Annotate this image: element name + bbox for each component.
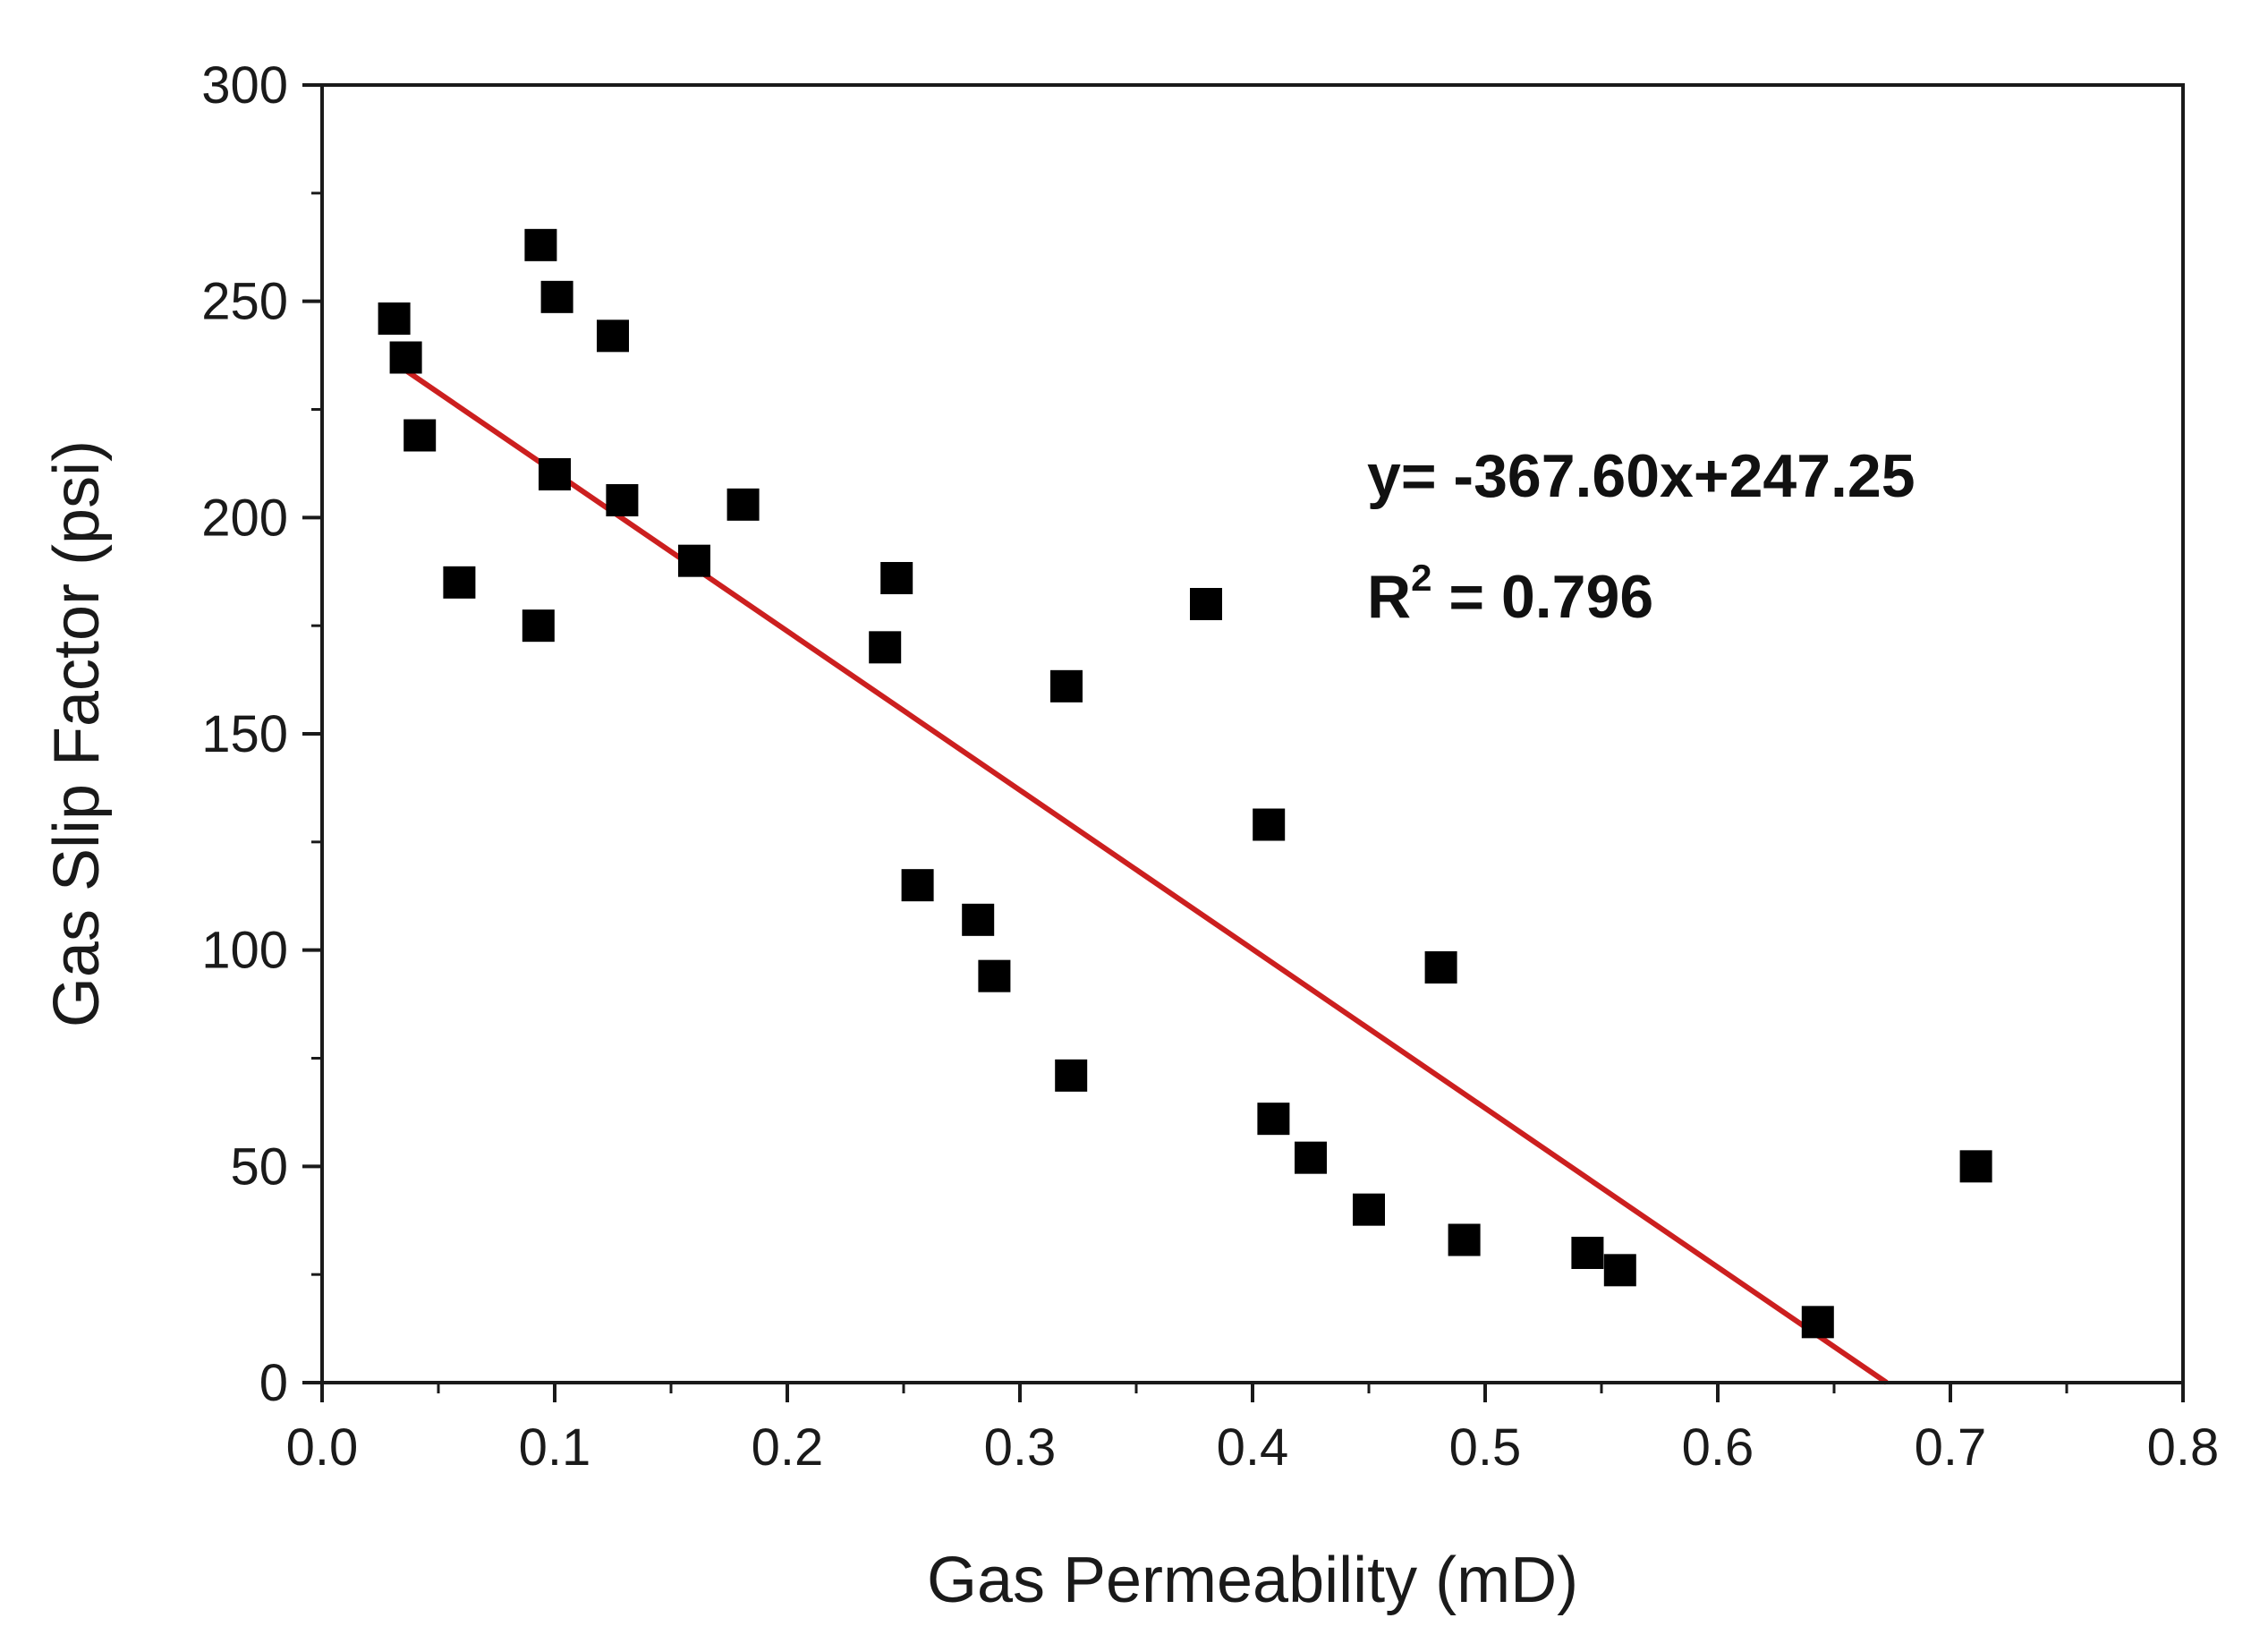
data-point-4 xyxy=(524,228,557,261)
r-squared: R2 = 0.796 xyxy=(1367,557,1653,631)
data-point-9 xyxy=(606,484,639,516)
y-tick-label-4: 200 xyxy=(201,489,288,547)
data-point-14 xyxy=(901,869,934,902)
data-point-17 xyxy=(1050,669,1083,703)
data-point-3 xyxy=(443,566,476,599)
y-tick-label-1: 50 xyxy=(230,1137,288,1196)
x-tick-label-0: 0.0 xyxy=(286,1418,359,1477)
x-tick-label-1: 0.1 xyxy=(519,1418,591,1477)
data-point-16 xyxy=(978,959,1011,992)
fit-equation: y= -367.60x+247.25 xyxy=(1367,442,1915,510)
data-point-2 xyxy=(403,419,437,452)
fit-layer xyxy=(402,366,1889,1385)
data-point-23 xyxy=(1353,1193,1385,1226)
data-point-15 xyxy=(962,903,995,936)
x-tick-label-4: 0.4 xyxy=(1217,1418,1289,1477)
fit-line xyxy=(402,366,1889,1385)
data-point-29 xyxy=(1959,1150,1992,1183)
data-point-20 xyxy=(1253,808,1286,841)
data-point-25 xyxy=(1448,1223,1481,1256)
data-point-18 xyxy=(1055,1059,1088,1092)
plot-frame xyxy=(320,83,2185,1384)
points-layer xyxy=(378,228,1992,1339)
data-point-27 xyxy=(1603,1254,1636,1287)
y-axis-title: Gas Slip Factor (psi) xyxy=(41,440,113,1027)
x-tick-label-5: 0.5 xyxy=(1449,1418,1522,1477)
data-point-1 xyxy=(389,341,422,374)
x-axis-title: Gas Permeability (mD) xyxy=(927,1545,1578,1616)
r-squared-exponent: 2 xyxy=(1411,557,1431,599)
data-point-26 xyxy=(1571,1237,1604,1269)
data-point-12 xyxy=(869,631,902,664)
x-tick-label-8: 0.8 xyxy=(2147,1418,2220,1477)
data-point-11 xyxy=(726,488,760,521)
x-tick-label-6: 0.6 xyxy=(1682,1418,1754,1477)
x-tick-label-7: 0.7 xyxy=(1915,1418,1987,1477)
ticks-layer xyxy=(302,83,2185,1402)
data-point-6 xyxy=(522,609,555,643)
y-tick-label-6: 300 xyxy=(201,56,288,115)
data-point-5 xyxy=(540,280,573,313)
y-tick-label-2: 100 xyxy=(201,922,288,980)
r-squared-prefix: R xyxy=(1367,563,1411,631)
data-point-0 xyxy=(378,302,411,335)
x-tick-label-3: 0.3 xyxy=(984,1418,1057,1477)
r-squared-value: = 0.796 xyxy=(1431,563,1653,631)
data-point-28 xyxy=(1801,1306,1834,1339)
y-tick-label-3: 150 xyxy=(201,705,288,763)
labels-layer: 0.0 0.1 0.2 0.3 0.4 0.5 0.6 0.7 0.8 0 50 100 150 200 2… xyxy=(201,56,2219,1477)
data-point-8 xyxy=(597,319,629,353)
data-point-19 xyxy=(1190,588,1222,620)
data-point-7 xyxy=(539,458,571,490)
data-point-21 xyxy=(1257,1103,1290,1136)
data-point-22 xyxy=(1295,1141,1327,1174)
data-point-13 xyxy=(880,562,913,594)
data-point-24 xyxy=(1424,951,1457,984)
x-tick-label-2: 0.2 xyxy=(752,1418,824,1477)
data-point-10 xyxy=(678,544,710,577)
y-tick-label-5: 250 xyxy=(201,273,288,331)
y-tick-label-0: 0 xyxy=(259,1354,288,1412)
